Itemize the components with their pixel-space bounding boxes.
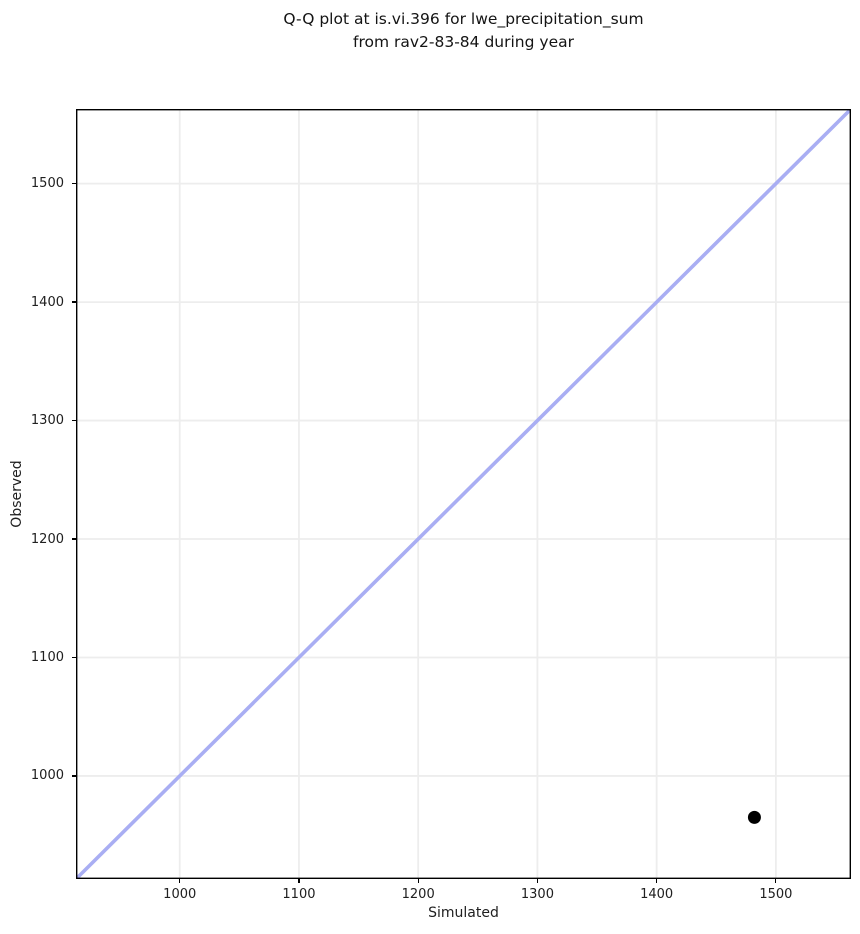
y-tick-label: 1500 (30, 176, 64, 192)
x-tick-mark (179, 879, 181, 883)
y-tick-label: 1100 (30, 649, 64, 665)
y-tick-label: 1400 (30, 294, 64, 310)
chart-title: Q-Q plot at is.vi.396 for lwe_precipitat… (76, 8, 851, 54)
x-tick-label: 1400 (640, 887, 674, 902)
y-tick-mark (71, 301, 76, 303)
y-tick-mark (71, 656, 76, 659)
chart-title-line-1: Q-Q plot at is.vi.396 for lwe_precipitat… (283, 10, 644, 28)
x-tick-label: 1100 (282, 887, 316, 902)
y-tick-mark (71, 538, 76, 540)
axes-spines (76, 109, 851, 879)
x-tick-mark (656, 879, 658, 883)
y-tick-label: 1000 (30, 768, 64, 784)
y-tick-label: 1300 (30, 413, 64, 429)
x-tick-mark (536, 879, 538, 883)
chart-title-line-2: from rav2-83-84 during year (353, 33, 574, 51)
x-tick-label: 1500 (759, 887, 793, 902)
y-axis-label: Observed (9, 460, 25, 528)
x-tick-label: 1200 (401, 887, 435, 902)
x-tick-mark (298, 879, 300, 883)
identity-line (76, 109, 851, 879)
plot-area (76, 109, 851, 879)
x-tick-mark (417, 879, 419, 883)
y-tick-label: 1200 (30, 531, 64, 547)
x-tick-label: 1300 (520, 887, 554, 902)
x-tick-mark (775, 879, 777, 883)
y-tick-mark (71, 419, 76, 422)
y-tick-mark (71, 775, 76, 777)
data-point (747, 810, 761, 824)
y-tick-mark (71, 183, 76, 185)
x-tick-label: 1000 (163, 887, 197, 902)
plot-canvas (76, 109, 851, 879)
x-axis-label: Simulated (428, 905, 499, 921)
